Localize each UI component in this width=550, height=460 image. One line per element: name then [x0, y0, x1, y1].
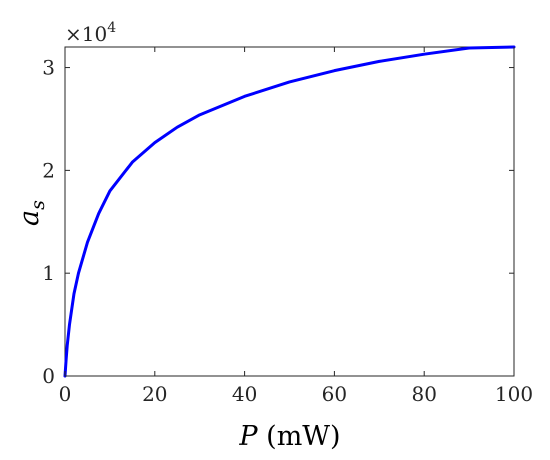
y-tick-label: 1 — [42, 261, 55, 285]
series-layer — [63, 45, 516, 378]
y-tick-label: 3 — [42, 56, 55, 80]
y-multiplier-label: ×104 — [65, 20, 116, 46]
x-tick-label: 20 — [142, 382, 167, 406]
y-tick-label: 0 — [42, 364, 55, 388]
plot-area — [64, 46, 515, 377]
x-tick-label: 40 — [232, 382, 257, 406]
plot-frame — [64, 46, 515, 377]
x-tick-label: 0 — [59, 382, 72, 406]
series-line — [63, 45, 516, 378]
y-axis-label: as — [14, 200, 49, 226]
x-axis-label: P (mW) — [238, 421, 340, 452]
x-tick-label: 100 — [495, 382, 533, 406]
ticks-layer: 0 20 40 60 80 100 0 1 2 3 — [42, 47, 533, 406]
y-tick-label: 2 — [42, 158, 55, 182]
x-tick-label: 80 — [411, 382, 436, 406]
x-tick-label: 60 — [322, 382, 347, 406]
